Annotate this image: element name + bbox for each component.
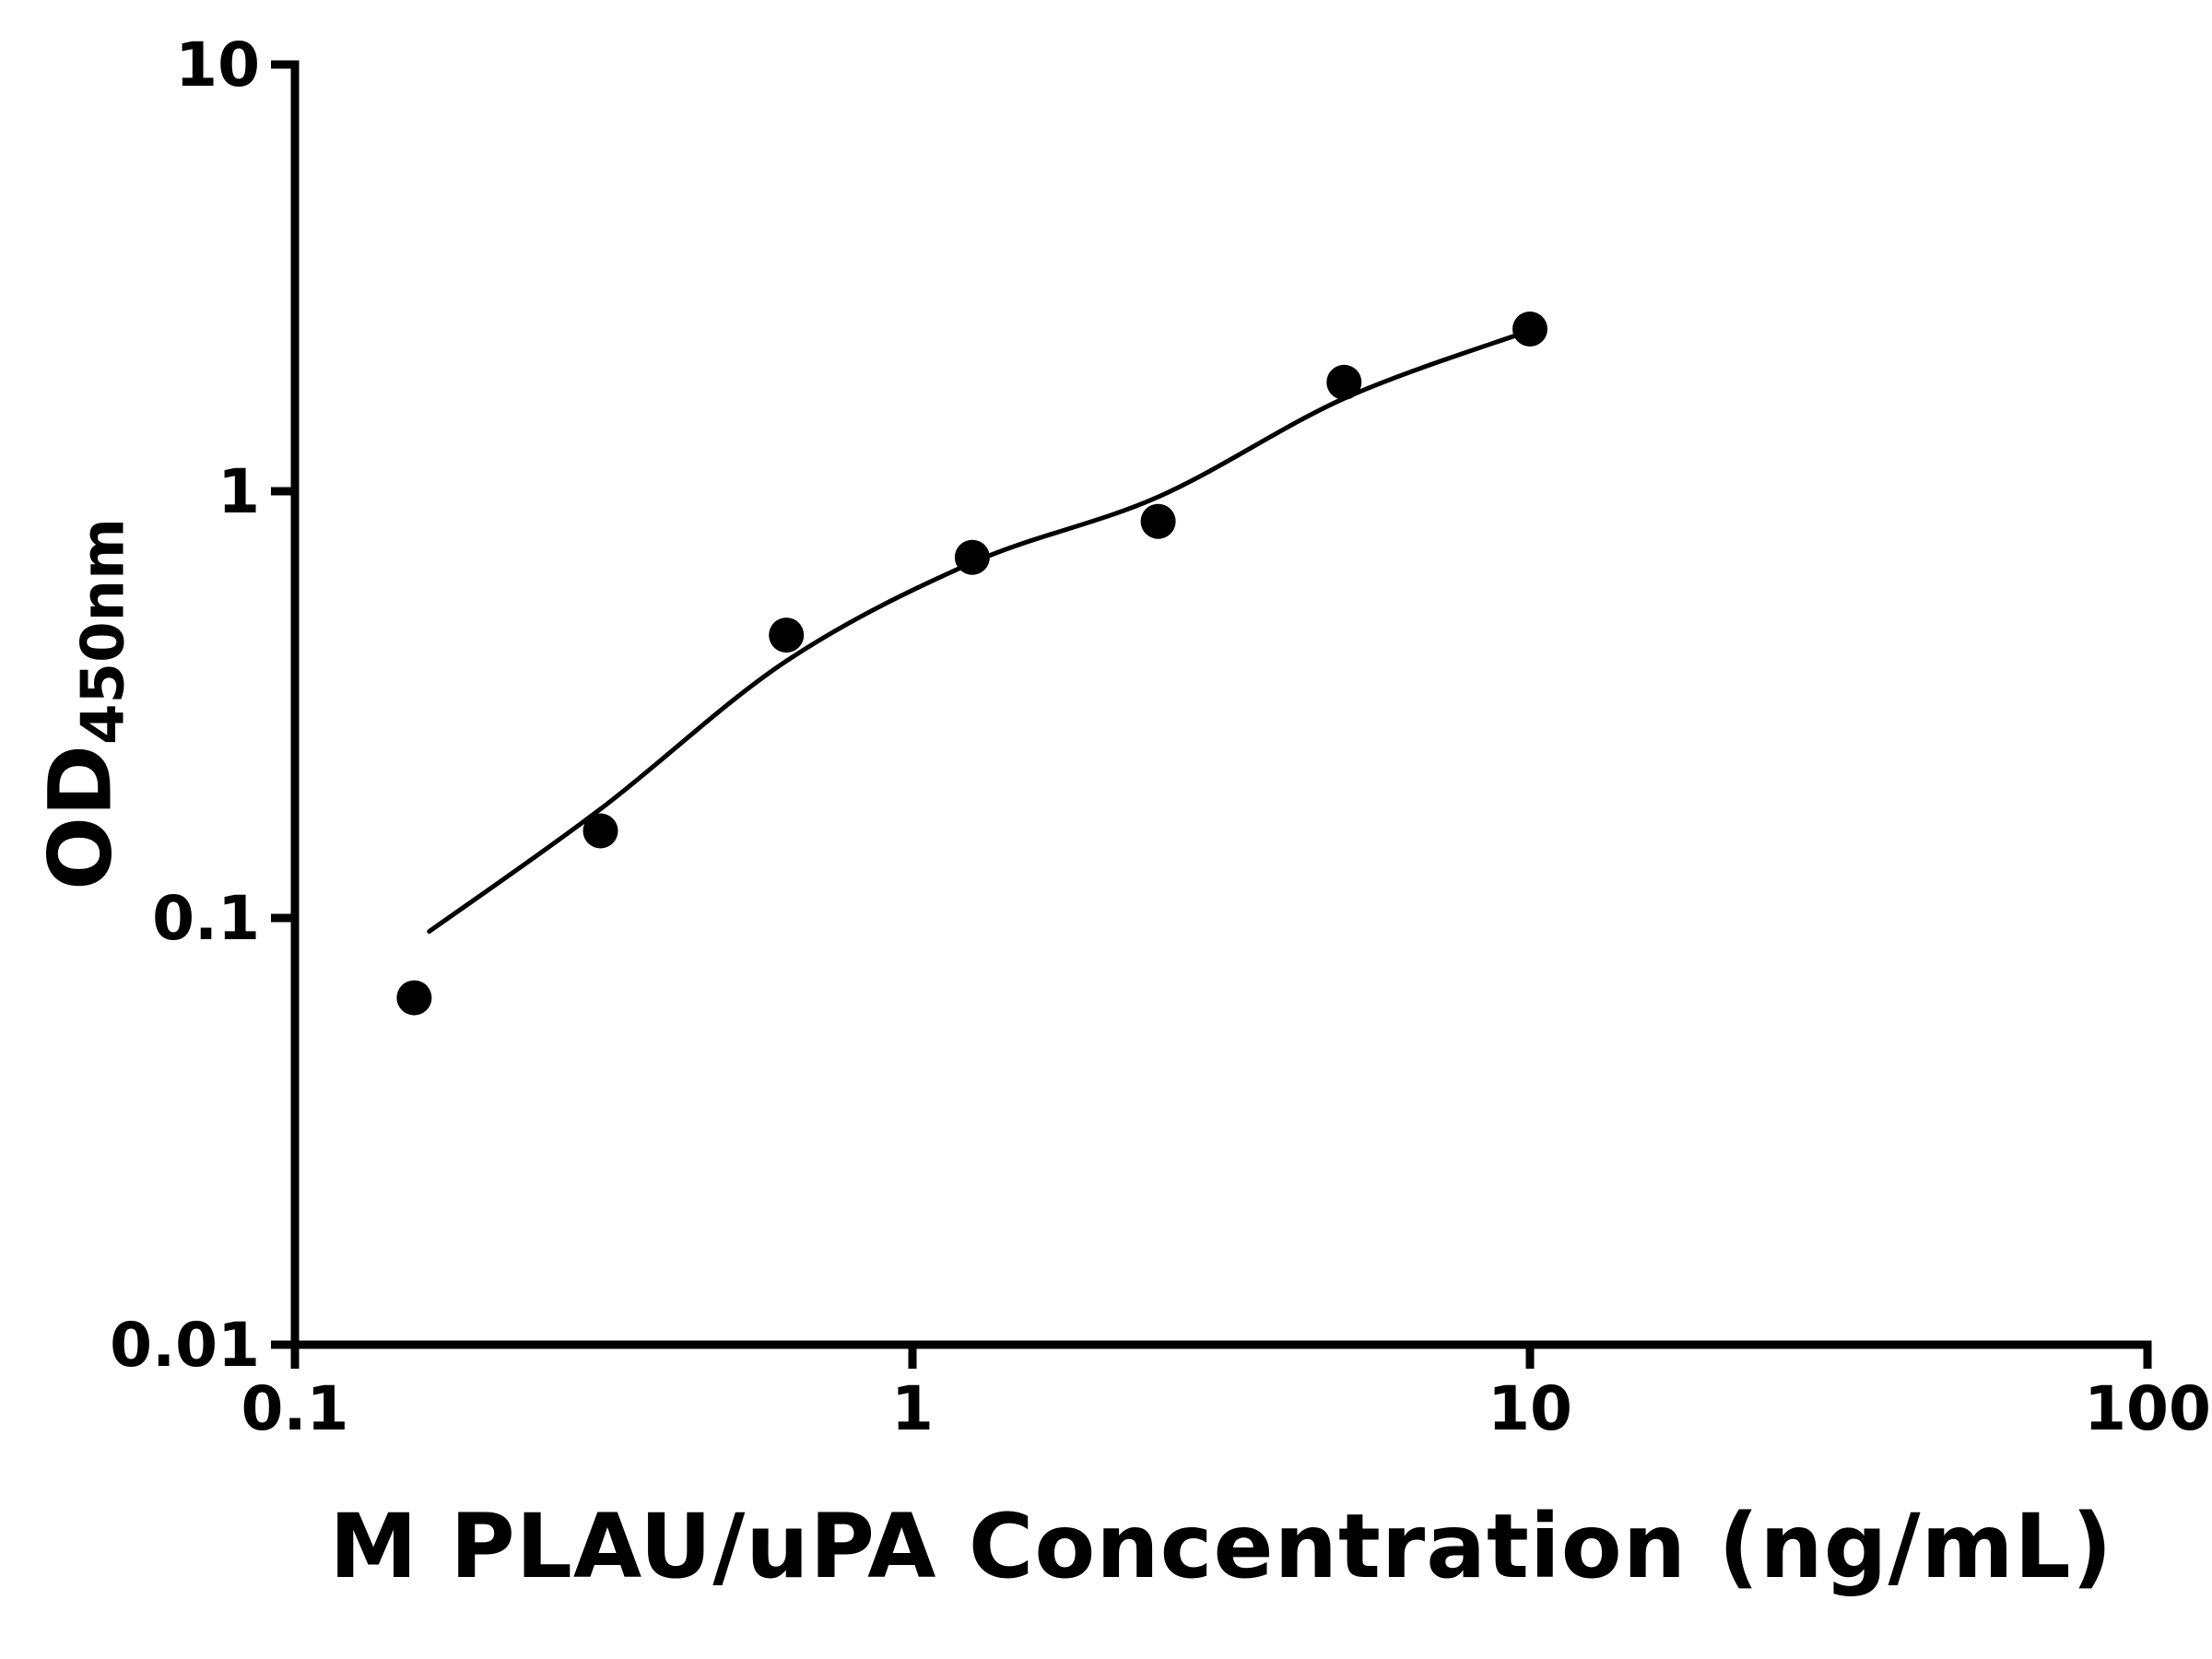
y-axis-title-subscript: 450nm — [69, 518, 138, 745]
y-axis-title-main: OD — [30, 744, 132, 890]
y-tick-label: 0.01 — [110, 1310, 260, 1381]
data-point-marker — [1512, 312, 1547, 347]
x-tick-label: 10 — [1488, 1373, 1572, 1444]
y-axis-title: OD450nm — [30, 518, 138, 890]
x-tick-label: 1 — [891, 1373, 934, 1444]
y-tick-label: 10 — [175, 29, 260, 100]
data-point-marker — [769, 618, 805, 653]
data-point-marker — [396, 980, 432, 1016]
data-point-marker — [582, 813, 618, 849]
y-tick-label: 0.1 — [152, 883, 260, 954]
x-tick-label: 100 — [2084, 1373, 2211, 1444]
x-tick-label: 0.1 — [241, 1373, 349, 1444]
x-axis-title: M PLAU/uPA Concentration (ng/mL) — [329, 1495, 2113, 1598]
data-point-marker — [1326, 364, 1362, 400]
y-tick-label: 1 — [218, 456, 260, 527]
data-point-marker — [1140, 503, 1176, 539]
data-point-marker — [954, 539, 990, 575]
